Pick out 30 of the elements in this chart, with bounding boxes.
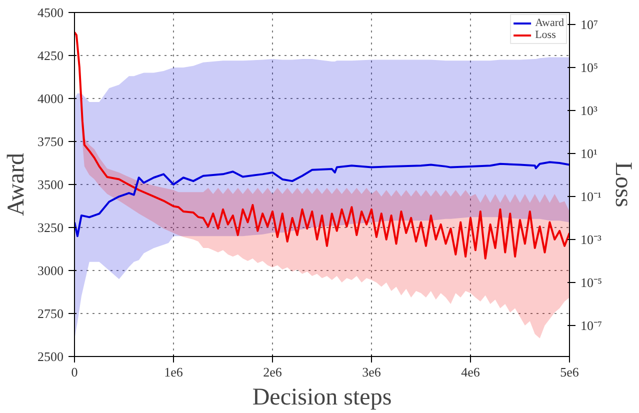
y2-tick-label: 10⁻¹ bbox=[580, 188, 602, 204]
x-tick-label: 2e6 bbox=[263, 364, 282, 380]
x-tick-label: 5e6 bbox=[560, 364, 580, 380]
legend-label: Award bbox=[535, 17, 564, 29]
y-tick-label: 3750 bbox=[38, 134, 64, 149]
legend-label: Loss bbox=[535, 29, 556, 41]
y2-tick-label: 10⁻⁵ bbox=[580, 274, 602, 290]
y-tick-label: 4000 bbox=[38, 91, 64, 106]
y2-tick-label: 10⁷ bbox=[580, 16, 598, 32]
line-series bbox=[74, 161, 570, 238]
x-tick-label: 1e6 bbox=[164, 364, 184, 380]
y-tick-label: 2500 bbox=[38, 349, 64, 364]
y2-tick-label: 10¹ bbox=[580, 146, 598, 161]
y2-tick-label: 10⁻³ bbox=[580, 232, 602, 247]
y-tick-label: 4500 bbox=[38, 5, 64, 20]
y2-tick-label: 10³ bbox=[580, 102, 598, 118]
y-tick-label: 3250 bbox=[38, 220, 64, 235]
y-tick-label: 2750 bbox=[38, 306, 64, 321]
y-axis-title: Award bbox=[4, 152, 30, 216]
x-axis-title: Decision steps bbox=[252, 384, 392, 410]
y-tick-label: 3000 bbox=[38, 263, 64, 278]
y2-axis-title: Loss bbox=[610, 162, 636, 208]
line-series bbox=[74, 31, 570, 260]
x-tick-label: 0 bbox=[71, 364, 78, 380]
y-tick-label: 4250 bbox=[38, 48, 64, 63]
x-tick-label: 4e6 bbox=[461, 364, 480, 380]
y2-tick-label: 10⁵ bbox=[580, 60, 598, 75]
y-tick-label: 3500 bbox=[38, 177, 64, 192]
y2-tick-label: 10⁻⁷ bbox=[580, 318, 602, 333]
x-tick-label: 3e6 bbox=[362, 364, 382, 380]
